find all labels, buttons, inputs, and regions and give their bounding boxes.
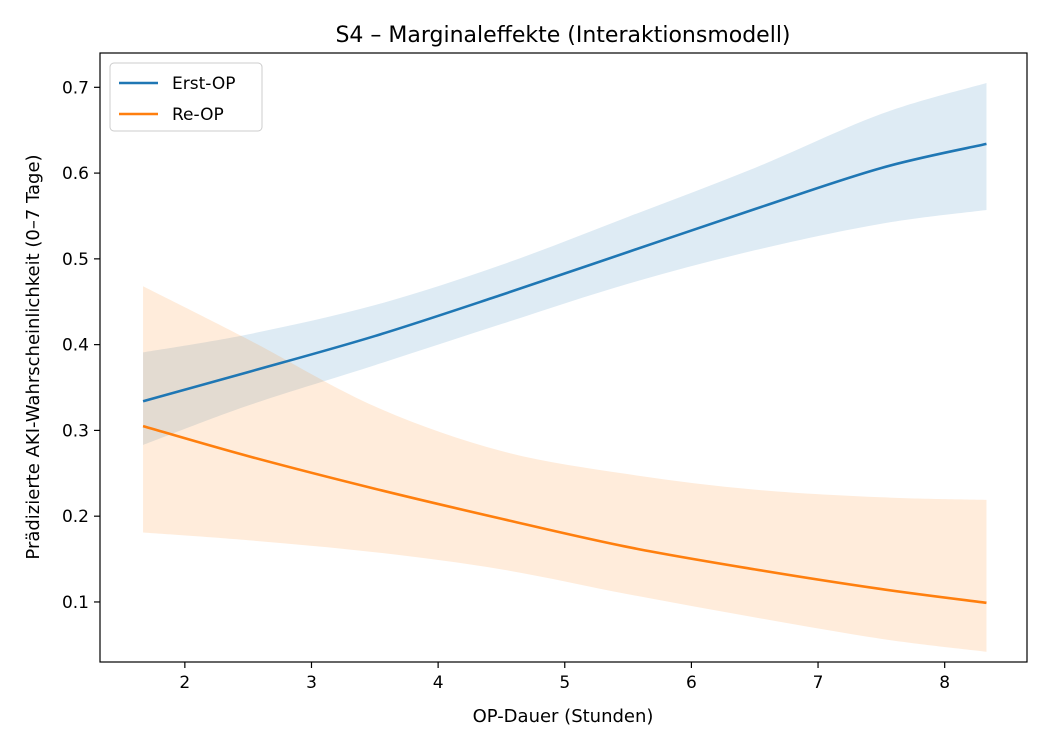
x-tick-label: 6 (686, 673, 697, 693)
plot-frame (99, 52, 1028, 663)
y-tick-label: 0.4 (62, 336, 89, 356)
legend: Erst-OP Re-OP (109, 62, 263, 132)
y-tick-label: 0.6 (62, 164, 89, 184)
confidence-band-0 (143, 83, 987, 445)
y-tick-label: 0.7 (62, 78, 89, 98)
plot-area (142, 83, 987, 652)
x-tick-label: 2 (179, 673, 190, 693)
x-tick-label: 8 (939, 673, 950, 693)
series-line-0 (142, 142, 987, 403)
chart-title: S4 – Marginaleffekte (Interaktionsmodell… (335, 23, 790, 48)
y-tick-label: 0.2 (62, 507, 89, 527)
legend-label-0: Erst-OP (172, 74, 236, 94)
x-tick-label: 3 (306, 673, 317, 693)
y-tick-label: 0.5 (62, 250, 89, 270)
y-axis: 0.1 0.2 0.3 0.4 0.5 0.6 0.7 (62, 78, 100, 613)
x-tick-label: 5 (559, 673, 570, 693)
x-axis-label: OP-Dauer (Stunden) (473, 706, 654, 727)
y-tick-label: 0.1 (62, 593, 89, 613)
x-tick-label: 7 (813, 673, 824, 693)
x-axis: 2 3 4 5 6 7 8 (179, 662, 950, 693)
legend-label-1: Re-OP (172, 105, 224, 125)
x-tick-label: 4 (433, 673, 444, 693)
y-tick-label: 0.3 (62, 421, 89, 441)
confidence-band-1 (143, 286, 987, 652)
y-axis-label: Prädizierte AKI-Wahrscheinlichkeit (0–7 … (23, 154, 44, 559)
series-line-1 (142, 424, 987, 605)
